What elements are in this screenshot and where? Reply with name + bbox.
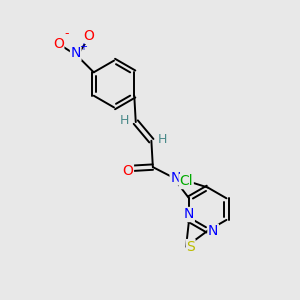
Text: N: N <box>170 171 181 184</box>
Text: +: + <box>79 42 87 52</box>
Text: -: - <box>64 27 68 40</box>
Text: O: O <box>122 164 134 178</box>
Text: H: H <box>184 173 193 187</box>
Text: O: O <box>53 37 64 51</box>
Text: Cl: Cl <box>179 175 193 188</box>
Text: N: N <box>70 46 81 60</box>
Text: N: N <box>208 224 218 238</box>
Text: H: H <box>158 133 167 146</box>
Text: S: S <box>186 240 195 254</box>
Text: O: O <box>83 29 94 43</box>
Text: N: N <box>184 208 194 221</box>
Text: H: H <box>120 114 129 127</box>
